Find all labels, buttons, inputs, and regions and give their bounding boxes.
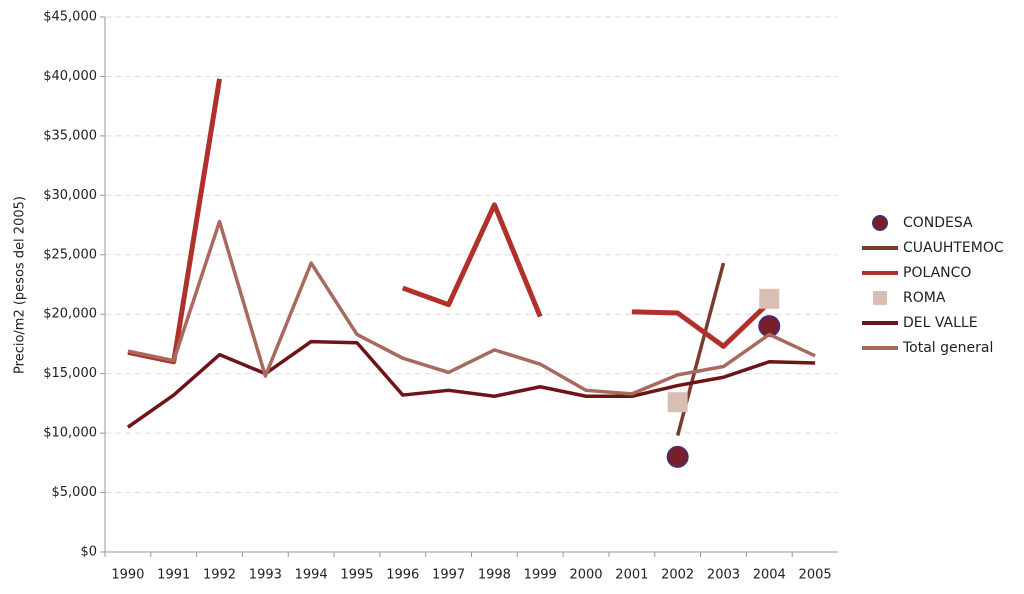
- x-tick-label: 1992: [203, 568, 236, 583]
- x-tick-label: 2003: [707, 568, 740, 583]
- legend-text: POLANCO: [903, 265, 971, 281]
- x-tick-label: 2005: [799, 568, 832, 583]
- x-tick-label: 1997: [432, 568, 465, 583]
- point: [759, 288, 780, 309]
- x-tick-label: 1993: [249, 568, 282, 583]
- legend-text: ROMA: [903, 290, 946, 306]
- y-tick-label: $40,000: [43, 69, 97, 84]
- legend-marker: [873, 291, 887, 305]
- y-tick-label: $0: [80, 545, 97, 560]
- y-tick-label: $35,000: [43, 128, 97, 143]
- y-tick-label: $5,000: [52, 485, 98, 500]
- legend-text: CUAUHTEMOC: [903, 240, 1004, 256]
- x-tick-label: 2004: [753, 568, 786, 583]
- x-tick-label: 1998: [478, 568, 511, 583]
- line: [127, 219, 816, 396]
- x-tick-label: 2001: [615, 568, 648, 583]
- y-tick-label: $10,000: [43, 426, 97, 441]
- line: [126, 339, 816, 429]
- point: [667, 392, 688, 413]
- x-tick-label: 1999: [524, 568, 557, 583]
- line: [127, 78, 772, 365]
- y-tick-label: $15,000: [43, 366, 97, 381]
- y-tick-label: $25,000: [43, 247, 97, 262]
- x-tick-label: 2002: [661, 568, 694, 583]
- y-axis-label: Precio/m2 (pesos del 2005): [13, 196, 28, 374]
- x-tick-label: 2000: [569, 568, 602, 583]
- point: [666, 445, 689, 468]
- x-tick-label: 1991: [157, 568, 190, 583]
- x-tick-label: 1994: [295, 568, 328, 583]
- x-tick-label: 1995: [340, 568, 373, 583]
- legend-text: Total general: [902, 340, 993, 356]
- x-tick-label: 1990: [111, 568, 144, 583]
- legend-marker: [872, 215, 888, 231]
- y-tick-label: $30,000: [43, 188, 97, 203]
- y-tick-label: $45,000: [43, 10, 97, 25]
- legend-text: CONDESA: [903, 215, 973, 231]
- x-tick-label: 1996: [386, 568, 419, 583]
- y-tick-label: $20,000: [43, 307, 97, 322]
- legend-text: DEL VALLE: [903, 315, 978, 331]
